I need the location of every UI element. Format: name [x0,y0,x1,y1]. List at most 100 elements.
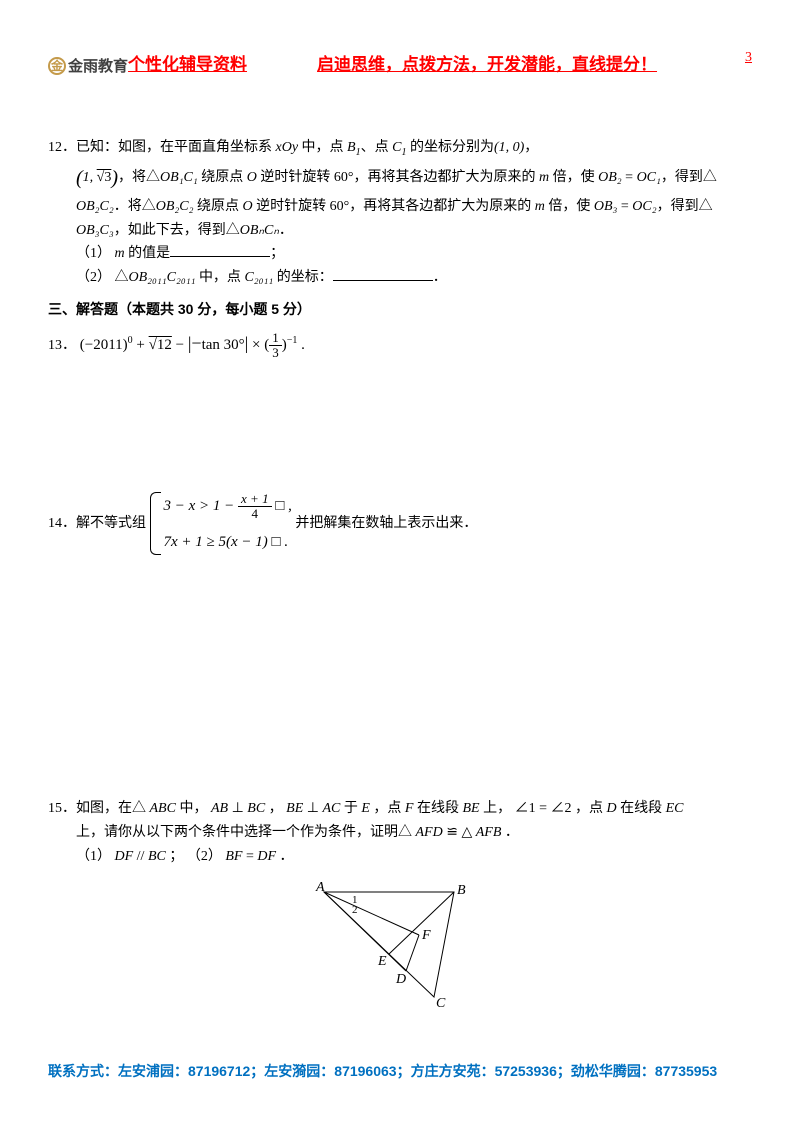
text: 、点 [361,140,393,155]
content: 12．已知：如图，在平面直角坐标系 xOy 中，点 B1、点 C1 的坐标分别为… [48,136,740,1007]
text: 中， [176,801,211,816]
var: DF [115,849,134,864]
text: 逆时针旋转 60°，再将其各边都扩大为原来的 [253,199,535,214]
var: EC [666,801,684,816]
triangle-figure: A B C D E F 1 2 [294,877,494,1007]
var: ∠2 [551,801,572,816]
var: AB [211,801,228,816]
text: 绕原点 [198,170,247,185]
eq: OB₃ = OC₂ [594,199,657,214]
sym: // [133,849,148,864]
var: BE [462,801,479,816]
problem-13: 13． (−2011)0 + √12 − |−tan 30°| × (13)−1… [48,328,740,360]
var: AFB [476,825,502,840]
logo-icon: 金 [48,57,66,75]
var: OB₁C₁ [160,170,198,185]
svg-text:2: 2 [352,904,358,916]
var: BE [286,801,303,816]
var: m [539,170,549,185]
text: 逆时针旋转 60°，再将其各边都扩大为原来的 [257,170,539,185]
text: 解不等式组 [76,516,146,531]
coord1: (1, 0) [494,140,524,155]
coord2: (1, √3) [76,170,118,185]
expr-13: (−2011)0 + √12 − |−tan 30°| × (13)−1 . [76,337,305,353]
text: （2） [183,849,225,864]
var: C1 [392,140,406,155]
text: ，点 [370,801,405,816]
svg-text:F: F [421,928,431,943]
problem-number: 15． [48,797,76,821]
problem-12: 12．已知：如图，在平面直角坐标系 xOy 中，点 B1、点 C1 的坐标分别为… [48,136,740,290]
text: 在线段 [413,801,462,816]
text: ，点 [572,801,607,816]
var: OB₃C₃ [76,223,114,238]
text: 倍，使 [545,199,594,214]
var: O [242,199,252,214]
text: ． [501,825,519,840]
text: ．将△ [114,199,156,214]
var: AFD [416,825,443,840]
page-number: 3 [745,50,752,66]
eq: OB₂ = OC₁ [598,170,661,185]
var: AC [322,801,340,816]
text: 中，点 [298,140,347,155]
logo-text: 金雨教育 [68,58,128,75]
svg-text:D: D [395,972,406,987]
var: E [361,801,370,816]
section-3-title: 三、解答题（本题共 30 分，每小题 5 分） [48,298,740,322]
page-footer: 联系方式：左安浦园：87196712；左安漪园：87196063；方庄方安苑：5… [48,1060,752,1082]
text: 倍，使 [549,170,598,185]
var: OB₂C₂ [76,199,114,214]
svg-text:B: B [457,883,466,898]
sym: ≌ △ [443,825,476,840]
page-header: 金金雨教育个性化辅导资料 启迪思维，点拨方法，开发潜能，直线提分！ [48,50,740,76]
text: ． [279,223,293,238]
text: 如图，在△ [76,801,150,816]
sub-q2: （2） △OB₂₀₁₁C₂₀₁₁ 中，点 C₂₀₁₁ 的坐标：． [76,270,447,285]
text: ． [276,849,294,864]
text: ，将△ [118,170,160,185]
var: BC [148,849,166,864]
var: O [247,170,257,185]
text: 上，请你从以下两个条件中选择一个作为条件，证明△ [76,825,416,840]
problem-14: 14．解不等式组 3 − x > 1 − x + 14 □ , 7x + 1 ≥… [48,488,740,559]
inequality-system: 3 − x > 1 − x + 14 □ , 7x + 1 ≥ 5(x − 1)… [150,488,292,559]
svg-text:A: A [315,880,325,895]
problem-15: 15．如图，在△ ABC 中， AB ⊥ BC ， BE ⊥ AC 于 E ，点… [48,797,740,1006]
var: m [535,199,545,214]
text: ，如此下去，得到△ [114,223,240,238]
svg-text:E: E [377,954,387,969]
sub-q1: （1） m 的值是； [76,246,284,261]
var: ABC [150,801,176,816]
var: B1 [347,140,361,155]
text: 绕原点 [193,199,242,214]
var: DF [257,849,276,864]
var: OBₙCₙ [240,223,279,238]
sym: ⊥ [303,801,322,816]
text: （1） [76,849,115,864]
text: ，得到△ [657,199,713,214]
text: ，得到△ [661,170,717,185]
var: D [607,801,617,816]
text: 在线段 [617,801,666,816]
text: 的坐标分别为 [406,140,494,155]
text: ； [166,849,184,864]
svg-text:C: C [436,996,446,1007]
text: ， [265,801,286,816]
problem-number: 12． [48,136,76,160]
var: OB₂C₂ [156,199,194,214]
header-right: 启迪思维，点拨方法，开发潜能，直线提分！ [317,55,657,74]
var: BC [247,801,265,816]
var-xoy: xOy [276,140,299,155]
sym: = [536,801,551,816]
text: 并把解集在数轴上表示出来． [295,516,477,531]
text: ， [524,140,538,155]
sym: ⊥ [228,801,247,816]
text: 上， [480,801,515,816]
header-left: 个性化辅导资料 [128,55,247,74]
text: 已知：如图，在平面直角坐标系 [76,140,276,155]
problem-number: 13． [48,334,76,358]
problem-number: 14． [48,512,76,536]
var: BF [225,849,242,864]
sym: = [242,849,257,864]
